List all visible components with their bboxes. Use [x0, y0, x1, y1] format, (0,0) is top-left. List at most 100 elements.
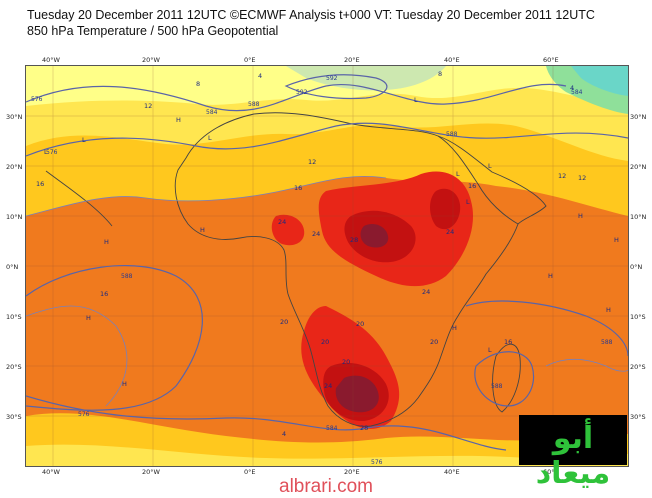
lon-tick-top: 40°W — [42, 56, 60, 64]
lat-tick-right: 0°N — [630, 263, 643, 271]
lat-tick-right: 10°N — [630, 213, 647, 221]
temperature-label: 24 — [312, 230, 320, 238]
temperature-label: 20 — [356, 320, 364, 328]
temperature-label: 28 — [360, 424, 368, 432]
lat-tick-right: 20°N — [630, 163, 647, 171]
geopotential-label: 576 — [78, 411, 90, 418]
watermark[interactable]: albrari.com — [279, 476, 373, 497]
band-8-12-south — [26, 444, 628, 466]
pressure-marker: H — [614, 236, 619, 244]
pressure-marker: H — [606, 306, 611, 314]
geopotential-label: 588 — [601, 339, 613, 346]
band-above-28 — [335, 375, 379, 413]
pressure-marker: H — [104, 238, 109, 246]
lon-tick-bottom: 40°E — [444, 468, 460, 476]
pressure-marker: L — [488, 346, 492, 354]
pressure-marker: L — [488, 162, 492, 170]
pressure-marker: L — [414, 96, 418, 104]
pressure-marker: H — [176, 116, 181, 124]
geopotential-label: 584 — [326, 425, 338, 432]
temperature-label: 4 — [258, 72, 262, 80]
lat-tick-right: 10°S — [630, 313, 646, 321]
temperature-label: 12 — [144, 102, 152, 110]
pressure-marker: H — [86, 314, 91, 322]
pressure-marker: H — [578, 212, 583, 220]
lon-tick-bottom: 40°W — [42, 468, 60, 476]
temperature-label: 8 — [196, 80, 200, 88]
chart-subtitle: 850 hPa Temperature / 500 hPa Geopotenti… — [27, 24, 279, 38]
temperature-label: 16 — [468, 182, 476, 190]
pressure-marker: L — [466, 198, 470, 206]
geopotential-labels: 576 584 588 592 588 584 576 576 576 584 … — [31, 75, 613, 466]
coastline — [45, 112, 547, 427]
geopotential-label: 588 — [491, 383, 503, 390]
temperature-label: 12 — [578, 174, 586, 182]
geopotential-label: 576 — [31, 96, 43, 103]
temperature-label: 8 — [438, 70, 442, 78]
lat-tick-left: 10°S — [6, 313, 22, 321]
band-20-24 — [271, 214, 305, 246]
pressure-marker: H — [122, 380, 127, 388]
geopotential-label: 592 — [326, 75, 338, 82]
temperature-label: 4 — [570, 84, 574, 92]
map-panel: 576 584 588 592 588 584 576 576 576 584 … — [25, 65, 629, 467]
geopotential-label: 588 — [121, 273, 133, 280]
geopotential-label: 584 — [571, 89, 583, 96]
lat-tick-right: 20°S — [630, 363, 646, 371]
temperature-label: 16 — [100, 290, 108, 298]
lon-tick-bottom: 20°W — [142, 468, 160, 476]
lon-tick-top: 60°E — [543, 56, 559, 64]
brand-logo: أبو ميعاد — [519, 415, 627, 491]
temperature-label: 12 — [558, 172, 566, 180]
band-24-28 — [430, 188, 461, 230]
pressure-marker: L — [456, 170, 460, 178]
lon-tick-bottom: 60°E — [543, 468, 559, 476]
temperature-label: 24 — [324, 382, 332, 390]
pressure-marker: H — [452, 324, 457, 332]
temperature-label: 16 — [294, 184, 302, 192]
lon-tick-bottom: 0°E — [244, 468, 256, 476]
temperature-label: 16 — [36, 180, 44, 188]
pressure-markers: L L L L L L L H H H H H H H H L H H — [44, 96, 619, 388]
pressure-marker: H — [200, 226, 205, 234]
temperature-label: 16 — [504, 338, 512, 346]
lat-tick-left: 20°S — [6, 363, 22, 371]
band-above-28 — [360, 224, 389, 248]
band-below-4 — [286, 66, 446, 91]
lat-tick-left: 30°S — [6, 413, 22, 421]
geopotential-label: 592 — [296, 89, 308, 96]
lon-tick-top: 20°E — [344, 56, 360, 64]
temperature-label: 20 — [342, 358, 350, 366]
geopotential-label: 588 — [248, 101, 260, 108]
lat-tick-left: 30°N — [6, 113, 23, 121]
pressure-marker: H — [548, 272, 553, 280]
temperature-label: 20 — [321, 338, 329, 346]
temperature-label: 24 — [422, 288, 430, 296]
lat-tick-left: 0°N — [6, 263, 19, 271]
lon-tick-top: 40°E — [444, 56, 460, 64]
lon-tick-top: 0°E — [244, 56, 256, 64]
temperature-contours — [26, 175, 628, 407]
lat-tick-right: 30°N — [630, 113, 647, 121]
weather-map: 576 584 588 592 588 584 576 576 576 584 … — [26, 66, 628, 466]
temperature-label: 12 — [308, 158, 316, 166]
pressure-marker: L — [208, 134, 212, 142]
geopotential-label: 588 — [446, 131, 458, 138]
lon-tick-top: 20°W — [142, 56, 160, 64]
geopotential-label: 576 — [371, 459, 383, 466]
geopotential-contours — [26, 74, 628, 451]
cold-core-cyan — [571, 66, 628, 96]
temperature-label: 20 — [430, 338, 438, 346]
lon-tick-bottom: 20°E — [344, 468, 360, 476]
temperature-label: 20 — [280, 318, 288, 326]
pressure-marker: L — [82, 136, 86, 144]
chart-title: Tuesday 20 December 2011 12UTC ©ECMWF An… — [27, 8, 595, 22]
lat-tick-right: 30°S — [630, 413, 646, 421]
geopotential-label: 576 — [46, 149, 58, 156]
temperature-label: 24 — [278, 218, 286, 226]
lat-tick-left: 20°N — [6, 163, 23, 171]
geopotential-label: 584 — [206, 109, 218, 116]
temperature-labels: 4 8 12 12 16 16 16 16 20 20 20 20 20 24 … — [36, 70, 586, 438]
temperature-label: 4 — [282, 430, 286, 438]
lat-tick-left: 10°N — [6, 213, 23, 221]
